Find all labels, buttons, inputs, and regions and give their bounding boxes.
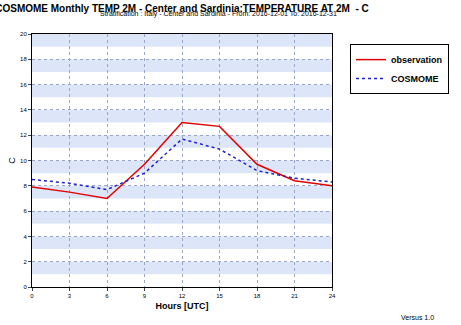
svg-text:4: 4 [23,234,27,240]
svg-text:Hours [UTC]: Hours [UTC] [156,301,209,311]
svg-text:0: 0 [30,293,34,299]
svg-text:Versus 1.0: Versus 1.0 [401,314,434,321]
svg-text:10: 10 [20,158,27,164]
svg-text:16: 16 [20,82,27,88]
svg-text:C: C [7,157,17,164]
svg-text:12: 12 [179,293,186,299]
svg-text:9: 9 [143,293,147,299]
svg-text:0: 0 [23,284,27,290]
svg-text:COSMOME: COSMOME [391,74,439,84]
svg-text:18: 18 [254,293,261,299]
svg-text:COSMOME Monthly TEMP 2M - Cent: COSMOME Monthly TEMP 2M - Center and Sar… [0,3,369,14]
svg-text:6: 6 [105,293,109,299]
svg-text:15: 15 [216,293,223,299]
svg-text:2: 2 [23,259,27,265]
svg-text:20: 20 [20,31,27,37]
svg-text:3: 3 [68,293,72,299]
svg-text:18: 18 [20,56,27,62]
svg-text:12: 12 [20,132,27,138]
svg-text:21: 21 [291,293,298,299]
svg-text:14: 14 [20,107,27,113]
svg-text:observation: observation [391,55,442,65]
svg-text:8: 8 [23,183,27,189]
svg-text:Stratification : Italy - Cente: Stratification : Italy - Center and Sard… [100,10,337,18]
svg-text:6: 6 [23,208,27,214]
svg-text:24: 24 [329,293,336,299]
